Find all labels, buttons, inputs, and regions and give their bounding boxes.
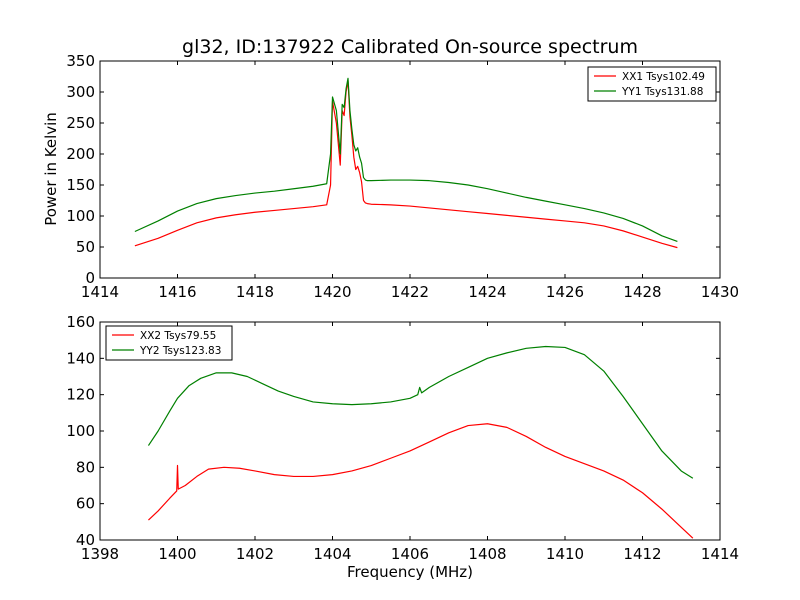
- x-tick-label: 1412: [623, 545, 661, 563]
- y-tick-label: 60: [76, 495, 95, 513]
- y-tick-label: 80: [76, 458, 95, 476]
- y-tick-label: 150: [66, 176, 95, 194]
- legend-box: [105, 325, 233, 361]
- x-tick-label: 1416: [158, 283, 196, 301]
- x-tick-label: 1420: [313, 283, 351, 301]
- chart-title: gl32, ID:137922 Calibrated On-source spe…: [182, 36, 638, 58]
- y-tick-label: 200: [66, 145, 95, 163]
- y-tick-label: 160: [66, 313, 95, 331]
- bottom-spectrum-panel: Frequency (MHz) 1398 1400 1402 1404 1406 1408…: [66, 313, 739, 581]
- x-tick-label: 1400: [158, 545, 196, 563]
- x-tick-label: 1422: [391, 283, 429, 301]
- legend-entry: XX2 Tsys79.55: [140, 330, 216, 342]
- x-tick-label: 1418: [236, 283, 274, 301]
- x-tick-label: 1404: [313, 545, 351, 563]
- series-line-2: [134, 77, 678, 242]
- y-tick-label: 0: [85, 269, 95, 287]
- y-tick-label: 40: [76, 531, 95, 549]
- legend: XX1 Tsys102.49 YY1 Tsys131.88: [587, 66, 717, 102]
- legend-box: [587, 66, 717, 102]
- x-tick-label: 1410: [546, 545, 584, 563]
- series-line-1: [134, 80, 678, 249]
- legend-entry: XX1 Tsys102.49: [622, 71, 705, 83]
- x-tick-label: 1414: [81, 283, 119, 301]
- x-tick-label: 1398: [81, 545, 119, 563]
- legend: XX2 Tsys79.55 YY2 Tsys123.83: [105, 325, 233, 361]
- y-tick-label: 100: [66, 207, 95, 225]
- x-tick-label: 1424: [468, 283, 506, 301]
- x-tick-label: 1406: [391, 545, 429, 563]
- y-tick-label: 140: [66, 349, 95, 367]
- x-tick-label: 1414: [701, 545, 739, 563]
- series-line-2: [147, 345, 694, 479]
- x-tick-label: 1428: [623, 283, 661, 301]
- y-tick-label: 300: [66, 83, 95, 101]
- y-axis-label: Power in Kelvin: [42, 112, 60, 226]
- x-tick-label: 1426: [546, 283, 584, 301]
- y-tick-label: 350: [66, 52, 95, 70]
- y-tick-label: 100: [66, 422, 95, 440]
- y-tick-label: 50: [76, 238, 95, 256]
- x-tick-label: 1430: [701, 283, 739, 301]
- x-tick-label: 1408: [468, 545, 506, 563]
- series-line-1: [148, 423, 694, 539]
- x-axis-label: Frequency (MHz): [347, 563, 473, 581]
- y-tick-label: 120: [66, 386, 95, 404]
- top-spectrum-panel: gl32, ID:137922 Calibrated On-source spe…: [42, 36, 739, 301]
- legend-entry: YY1 Tsys131.88: [621, 86, 703, 98]
- legend-entry: YY2 Tsys123.83: [139, 345, 221, 357]
- x-tick-label: 1402: [236, 545, 274, 563]
- y-tick-label: 250: [66, 114, 95, 132]
